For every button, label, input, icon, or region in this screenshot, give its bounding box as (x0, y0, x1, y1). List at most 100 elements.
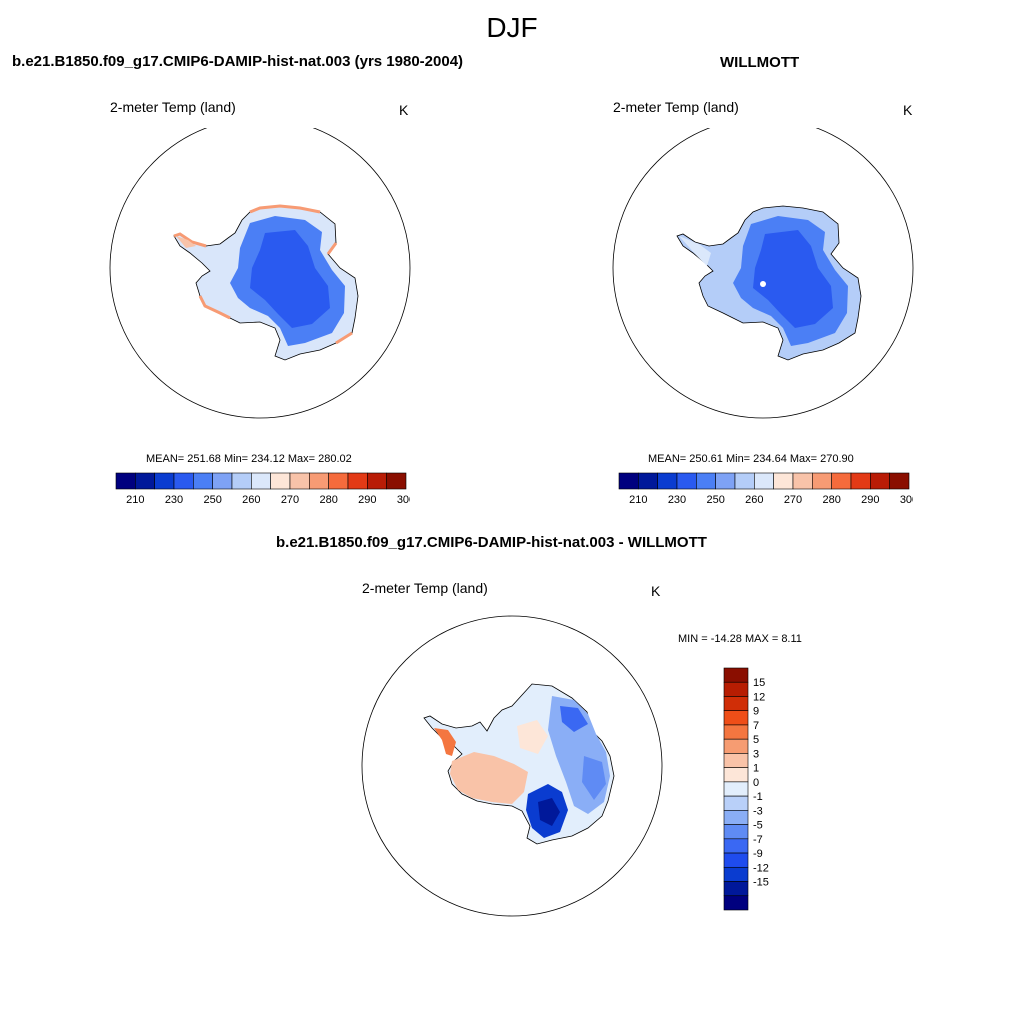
colorbar-tick-label: -7 (753, 834, 763, 846)
colorbar-tick-label: 230 (668, 494, 686, 506)
colorbar-tick-label: 5 (753, 734, 759, 746)
colorbar-tick-label: 230 (165, 494, 183, 506)
colorbar-tick-label: 15 (753, 677, 765, 689)
colorbar-tick-label: 7 (753, 720, 759, 732)
colorbar-cell (723, 681, 749, 697)
west-warm-bias (450, 752, 528, 804)
season-title: DJF (486, 12, 538, 43)
colorbar-tick-label: 0 (753, 777, 759, 789)
colorbar-cell (638, 472, 658, 490)
colorbar-cell (723, 781, 749, 797)
colorbar-tick-label: 3 (753, 748, 759, 760)
colorbar-cell (173, 472, 194, 490)
colorbar-cell (193, 472, 213, 490)
obs-panel-title: WILLMOTT (720, 54, 800, 71)
colorbar-cell (696, 472, 716, 490)
colorbar-tick-label: -1 (753, 791, 763, 803)
warm-coastal-fringe (173, 204, 353, 345)
colorbar-cell (270, 472, 291, 490)
colorbar-tick-label: 290 (861, 494, 879, 506)
diff-panel-title: b.e21.B1850.f09_g17.CMIP6-DAMIP-hist-nat… (276, 534, 707, 551)
colorbar-cell (231, 472, 252, 490)
northeast-cold-patch (560, 706, 588, 732)
colorbar-tick-label: 270 (784, 494, 802, 506)
interior-coldest-region (753, 230, 833, 328)
colorbar-tick-label: -15 (753, 877, 769, 889)
colorbar-cell (723, 881, 749, 897)
colorbar-tick-label: 250 (706, 494, 724, 506)
colorbar-cell (889, 472, 910, 490)
colorbar-cell (723, 667, 749, 683)
interior-coldest-region (250, 230, 330, 328)
colorbar-tick-label: 290 (358, 494, 376, 506)
model-polar-map (109, 128, 411, 419)
model-colorbar: 210 230 250 260 270 280 290 300 (115, 472, 410, 506)
colorbar-cell (773, 472, 794, 490)
colorbar-cell (723, 710, 749, 726)
colorbar-cell (676, 472, 697, 490)
colorbar-cell (715, 472, 736, 490)
obs-units-label: K (903, 102, 913, 118)
colorbar-tick-label: 210 (629, 494, 647, 506)
colorbar-cell (154, 472, 175, 490)
colorbar-cell (812, 472, 832, 490)
diff-polar-map (361, 615, 663, 917)
obs-variable-label: 2-meter Temp (land) (613, 99, 739, 115)
colorbar-cell (723, 753, 749, 768)
obs-polar-map (612, 128, 914, 419)
colorbar-cell (723, 866, 749, 882)
model-units-label: K (399, 102, 409, 118)
colorbar-cell (289, 472, 310, 490)
colorbar-cell (734, 472, 755, 490)
colorbar-tick-label: 260 (745, 494, 763, 506)
peninsula-mild-region (679, 236, 711, 266)
colorbar-tick-label: -12 (753, 862, 769, 874)
diff-units-label: K (651, 583, 661, 599)
colorbar-tick-label: 300 (397, 494, 410, 506)
colorbar-cell (251, 472, 271, 490)
colorbar-cell (723, 724, 749, 740)
colorbar-tick-label: 9 (753, 706, 759, 718)
colorbar-tick-label: 250 (203, 494, 221, 506)
colorbar-cell (723, 838, 749, 854)
colorbar-cell (723, 852, 749, 868)
colorbar-tick-label: 210 (126, 494, 144, 506)
colorbar-cell (723, 767, 749, 783)
central-warm-patch (517, 720, 548, 754)
colorbar-cell (212, 472, 233, 490)
missing-data-spot (760, 281, 766, 287)
colorbar-cell (792, 472, 813, 490)
colorbar-cell (870, 472, 890, 490)
model-stats-text: MEAN= 251.68 Min= 234.12 Max= 280.02 (146, 453, 352, 465)
southeast-cold-patch (582, 756, 606, 800)
colorbar-cell (850, 472, 871, 490)
peninsula-warm-bias (434, 728, 456, 756)
colorbar-cell (618, 472, 639, 490)
colorbar-tick-label: -9 (753, 848, 763, 860)
colorbar-cell (723, 696, 749, 712)
colorbar-tick-label: 270 (281, 494, 299, 506)
colorbar-tick-label: 260 (242, 494, 260, 506)
diff-colorbar: 15 12 9 7 5 3 1 0 -1 -3 -5 -7 -9 -12 -15 (723, 667, 769, 911)
obs-stats-text: MEAN= 250.61 Min= 234.64 Max= 270.90 (648, 453, 854, 465)
colorbar-cell (386, 472, 407, 490)
colorbar-cell (723, 738, 749, 754)
model-variable-label: 2-meter Temp (land) (110, 99, 236, 115)
model-panel-title: b.e21.B1850.f09_g17.CMIP6-DAMIP-hist-nat… (12, 53, 464, 70)
colorbar-tick-label: -5 (753, 820, 763, 832)
colorbar-cell (723, 810, 749, 825)
colorbar-cell (309, 472, 329, 490)
colorbar-cell (831, 472, 852, 490)
colorbar-tick-label: 300 (900, 494, 913, 506)
colorbar-tick-label: 280 (822, 494, 840, 506)
colorbar-cell (723, 824, 749, 840)
obs-colorbar: 210 230 250 260 270 280 290 300 (618, 472, 913, 506)
colorbar-cell (328, 472, 349, 490)
colorbar-cell (723, 795, 749, 811)
colorbar-cell (754, 472, 774, 490)
colorbar-tick-label: 280 (319, 494, 337, 506)
colorbar-tick-label: -3 (753, 805, 763, 817)
colorbar-cell (135, 472, 155, 490)
colorbar-cell (115, 472, 136, 490)
ross-coldest-core (538, 798, 560, 826)
